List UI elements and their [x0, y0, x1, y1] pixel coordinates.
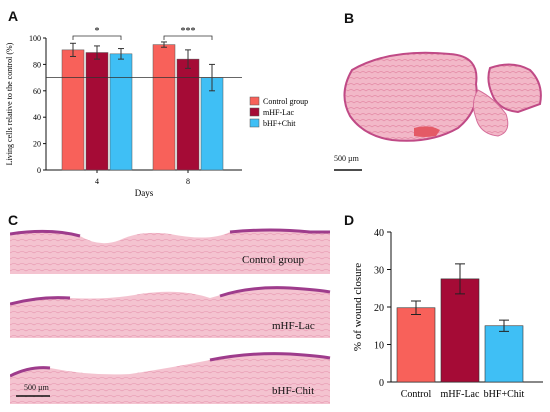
y-tick-label-d: 10 [374, 341, 384, 352]
histology-panel-b [334, 51, 542, 171]
x-tick-label-a: 4 [95, 177, 99, 186]
legend-label-a: Control group [263, 97, 308, 106]
tissue-row-mhf-lac [10, 287, 330, 338]
x-tick-label-d: Control [401, 389, 432, 400]
bar-a [61, 49, 85, 171]
tissue-strip-bottom [414, 126, 440, 137]
significance-bracket-a [163, 35, 213, 40]
x-tick-label-d: bHF+Chit [484, 389, 525, 400]
bar-a [109, 53, 133, 171]
y-tick-label-a: 20 [33, 140, 41, 149]
bar-d [396, 307, 436, 383]
row-label-bhf-chit: bHF-Chit [272, 385, 315, 397]
legend-label-a: mHF-Lac [263, 108, 295, 117]
panel-d-letter: D [344, 212, 355, 228]
significance-label-a: * [95, 26, 100, 37]
tissue-row-control [10, 230, 330, 274]
bar-a [200, 77, 224, 171]
legend-swatch-a [249, 107, 260, 117]
row-label-control: Control group [242, 254, 305, 266]
tissue-fragment-center [472, 89, 509, 137]
x-tick-label-d: mHF-Lac [441, 389, 480, 400]
panel-a-letter: A [8, 8, 19, 24]
scale-label-b: 500 µm [334, 154, 359, 163]
legend-swatch-a [249, 118, 260, 128]
tissue-fragment-right [487, 63, 542, 114]
legend-swatch-a [249, 96, 260, 106]
histology-panel-c [10, 228, 331, 404]
y-tick-label-d: 40 [374, 228, 384, 239]
panel-b-letter: B [344, 10, 355, 26]
x-axis-title-a: Days [135, 188, 154, 198]
bar-a [176, 58, 200, 171]
tissue-row-bhf-chit [10, 353, 330, 404]
epidermis-row-bhf-chit [10, 352, 331, 378]
y-axis-title-d: % of wound closure [352, 263, 364, 351]
chart-a: 0 20 40 60 80 100 Living cells relative to the… [5, 26, 308, 198]
y-tick-label-a: 0 [37, 166, 41, 175]
y-axis-title-a: Living cells relative to the control (%) [5, 42, 14, 165]
bar-d [484, 325, 524, 383]
significance-label-a: *** [181, 26, 196, 37]
y-tick-label-a: 40 [33, 113, 41, 122]
tissue-fragment-left [343, 51, 478, 142]
bar-d [440, 278, 480, 383]
bar-a [152, 44, 176, 171]
y-tick-label-d: 20 [374, 303, 384, 314]
legend-label-a: bHF+Chit [263, 119, 296, 128]
panel-c-letter: C [8, 212, 19, 228]
epidermis-row-mhf-lac [10, 286, 331, 306]
y-tick-label-a: 80 [33, 60, 41, 69]
significance-bracket-a [72, 35, 122, 40]
bar-a [85, 52, 109, 171]
y-tick-label-d: 30 [374, 266, 384, 277]
y-tick-label-d: 0 [379, 378, 384, 389]
y-tick-label-a: 100 [29, 34, 41, 43]
row-label-mhf-lac: mHF-Lac [272, 320, 315, 332]
y-tick-label-a: 60 [33, 87, 41, 96]
scale-label-c: 500 µm [24, 383, 49, 392]
epidermis-row-control [10, 228, 330, 238]
chart-d: 0 10 20 30 40 % of wound closure Control mHF-La… [352, 228, 543, 400]
x-tick-label-a: 8 [186, 177, 190, 186]
